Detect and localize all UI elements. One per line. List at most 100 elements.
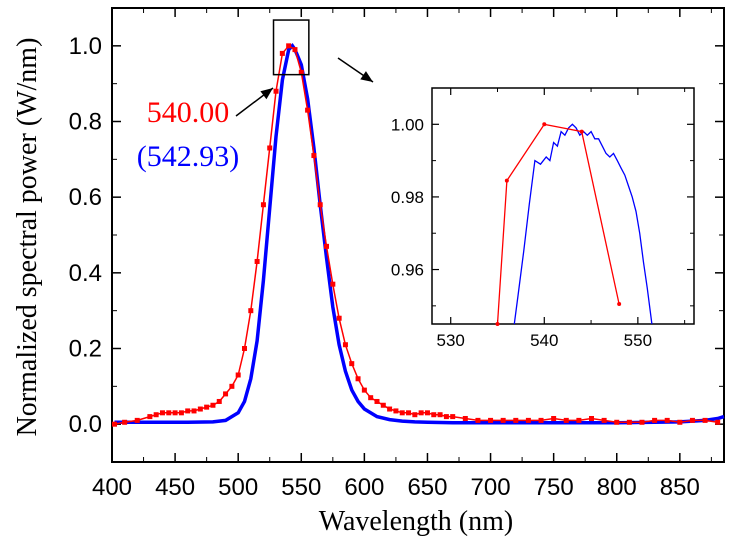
- series-red-point: [412, 412, 418, 418]
- series-red-point: [538, 417, 544, 423]
- series-red-point: [330, 281, 336, 287]
- peak-annotation-blue: (542.93): [137, 140, 239, 173]
- y-tick-label: 0.6: [69, 184, 102, 211]
- inset-y-tick-label: 0.96: [391, 261, 424, 280]
- series-red-point: [424, 410, 430, 416]
- series-red-point: [626, 419, 632, 425]
- series-red-point: [462, 415, 468, 421]
- series-red-point: [112, 421, 118, 427]
- series-red-point: [601, 417, 607, 423]
- series-red-point: [563, 417, 569, 423]
- series-red-point: [349, 361, 355, 367]
- series-red-point: [122, 419, 128, 425]
- series-red-point: [406, 410, 412, 416]
- x-tick-label: 450: [155, 474, 195, 501]
- y-tick-label: 1.0: [69, 33, 102, 60]
- inset-series-blue-line: [513, 123, 653, 325]
- inset-series-red-point: [542, 122, 547, 127]
- series-red-point: [702, 417, 708, 423]
- x-tick-label: 650: [407, 474, 447, 501]
- series-red-point: [380, 402, 386, 408]
- x-tick-label: 500: [218, 474, 258, 501]
- series-red-point: [298, 69, 304, 75]
- series-red-point: [223, 391, 229, 397]
- series-red-point: [305, 107, 311, 113]
- inset-x-tick-label: 540: [530, 331, 558, 350]
- y-tick-label: 0.0: [69, 411, 102, 438]
- series-red-point: [216, 398, 222, 404]
- series-red-point: [279, 50, 285, 56]
- series-red-point: [374, 398, 380, 404]
- series-red-point: [166, 410, 172, 416]
- series-red-point: [311, 153, 317, 159]
- series-red-point: [273, 88, 279, 94]
- series-red-point: [355, 376, 361, 382]
- x-tick-label: 750: [534, 474, 574, 501]
- inset-series-red-point: [495, 322, 500, 326]
- y-tick-label: 0.8: [69, 109, 102, 136]
- series-red-point: [437, 412, 443, 418]
- series-red-point: [292, 47, 298, 53]
- series-red-point: [267, 145, 273, 151]
- x-tick-label: 550: [281, 474, 321, 501]
- x-tick-label: 800: [597, 474, 637, 501]
- inset-series-red-point: [617, 302, 622, 307]
- series-red-point: [324, 243, 330, 249]
- inset-frame: [431, 87, 695, 325]
- inset-x-tick-label: 530: [437, 331, 465, 350]
- series-red-point: [399, 410, 405, 416]
- series-red-point: [387, 406, 393, 412]
- series-red-point: [248, 308, 254, 314]
- x-tick-label: 700: [471, 474, 511, 501]
- series-red-point: [500, 417, 506, 423]
- zoom-indicator: [235, 19, 374, 117]
- series-red-point: [475, 417, 481, 423]
- series-red-point: [418, 410, 424, 416]
- series-red-point: [134, 417, 140, 423]
- y-tick-label: 0.2: [69, 336, 102, 363]
- y-tick-label: 0.4: [69, 260, 102, 287]
- series-red-point: [235, 372, 241, 378]
- inset-x-tick-label: 550: [624, 331, 652, 350]
- series-red-point: [317, 202, 323, 208]
- series-red-point: [204, 404, 210, 410]
- inset-y-tick-label: 0.98: [391, 188, 424, 207]
- series-red-point: [254, 258, 260, 264]
- x-axis-label: Wavelength (nm): [319, 506, 513, 537]
- series-red-point: [159, 410, 165, 416]
- series-red-point: [393, 408, 399, 414]
- series-red-point: [677, 419, 683, 425]
- series-red-point: [576, 417, 582, 423]
- series-red-point: [368, 395, 374, 401]
- inset-plot: 530 540 550 0.96 0.98 1.00: [391, 87, 695, 350]
- series-red-point: [689, 417, 695, 423]
- series-red-point: [431, 412, 437, 418]
- series-red-point: [614, 419, 620, 425]
- x-tick-label: 400: [92, 474, 132, 501]
- peak-annotation-red: 540.00: [147, 96, 230, 129]
- series-red-point: [361, 387, 367, 393]
- series-red-point: [450, 414, 456, 420]
- series-red-point: [153, 412, 159, 418]
- series-red-point: [639, 419, 645, 425]
- series-red-point: [342, 342, 348, 348]
- arrow-to-zoom-head: [260, 88, 273, 100]
- inset-series-red-point: [579, 129, 584, 134]
- y-axis-label: Normalized spectral power (W/nm): [12, 38, 43, 437]
- series-red-point: [260, 202, 266, 208]
- series-red-point: [178, 410, 184, 416]
- x-tick-label: 850: [660, 474, 700, 501]
- series-red-point: [336, 315, 342, 321]
- series-red-point: [664, 417, 670, 423]
- series-red-point: [147, 414, 153, 420]
- series-red-point: [652, 417, 658, 423]
- series-red-point: [191, 408, 197, 414]
- series-red-point: [197, 406, 203, 412]
- series-red-point: [525, 417, 531, 423]
- series-red-point: [488, 417, 494, 423]
- series-red-point: [513, 417, 519, 423]
- inset-series-red-point: [504, 178, 509, 183]
- series-red-point: [286, 43, 292, 49]
- series-red-point: [443, 414, 449, 420]
